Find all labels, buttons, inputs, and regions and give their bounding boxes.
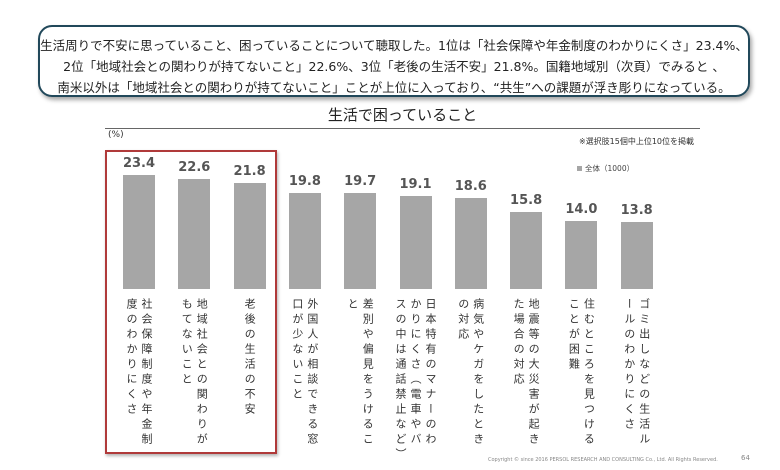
- category-label: 外国人が相談できる窓口が少ないこと: [290, 298, 319, 448]
- data-label: 14.0: [565, 201, 598, 217]
- legend: 全体（1000）: [577, 163, 634, 174]
- category-label: 社会保障制度や年金制度のわかりにくさ: [125, 298, 153, 448]
- summary-line: 生活周りで不安に思っていること、困っていることについて聴取した。1位は「社会保障…: [40, 38, 748, 53]
- data-label: 18.6: [454, 179, 487, 195]
- bar: [344, 193, 377, 289]
- data-label: 15.8: [510, 193, 543, 209]
- category-label: 地震等の大災害が起きた場合の対応: [512, 298, 541, 448]
- category-label: 地域社会との関わりがもてないこと: [180, 298, 209, 448]
- category-label: 住むところを見つけることが困難: [567, 298, 596, 448]
- category-label: 日本特有のマナーのわかりにくさ（電車やバスの中は通話禁止など）: [394, 298, 437, 463]
- data-label: 13.8: [620, 202, 653, 218]
- bar: [454, 198, 487, 289]
- chart-note: ※選択肢15個中上位10位を掲載: [578, 137, 694, 146]
- data-label: 19.1: [399, 176, 432, 192]
- summary-line: 南米以外は「地域社会との関わりが持てないこと」ことが上位に入っており、“共生”へ…: [57, 80, 731, 95]
- legend-label: 全体（1000）: [585, 164, 635, 173]
- bar: [399, 195, 432, 289]
- category-label: 差別や偏見をうけること: [346, 298, 375, 448]
- bar: [510, 212, 543, 289]
- legend-swatch: [577, 166, 582, 171]
- bar: [233, 182, 266, 289]
- data-label: 19.7: [344, 174, 377, 190]
- category-label: 老後の生活の不安: [243, 298, 257, 418]
- data-label: 23.4: [122, 156, 156, 171]
- category-label: 病気やケガをしたときの対応: [456, 298, 485, 448]
- page-number: 64: [741, 454, 750, 462]
- bar: [123, 175, 155, 289]
- data-label: 19.8: [288, 173, 321, 189]
- unit-label: (%): [108, 130, 124, 140]
- bar: [620, 221, 653, 289]
- summary-line: 2位「地域社会との関わりが持てないこと」22.6%、3位「老後の生活不安」21.…: [63, 59, 725, 74]
- bar: [288, 192, 321, 289]
- category-label: ゴミ出しなどの生活ルールのわかりにくさ: [622, 298, 651, 448]
- copyright: Copyright © since 2016 PERSOL RESEARCH A…: [488, 457, 718, 463]
- chart-title: 生活で困っていること: [105, 104, 700, 129]
- summary-box: 生活周りで不安に思っていること、困っていることについて聴取した。1位は「社会保障…: [38, 25, 750, 97]
- highlight-box: [105, 150, 277, 454]
- data-label: 21.8: [233, 163, 266, 179]
- bar: [178, 178, 211, 289]
- data-label: 22.6: [178, 159, 211, 175]
- bar: [565, 220, 598, 289]
